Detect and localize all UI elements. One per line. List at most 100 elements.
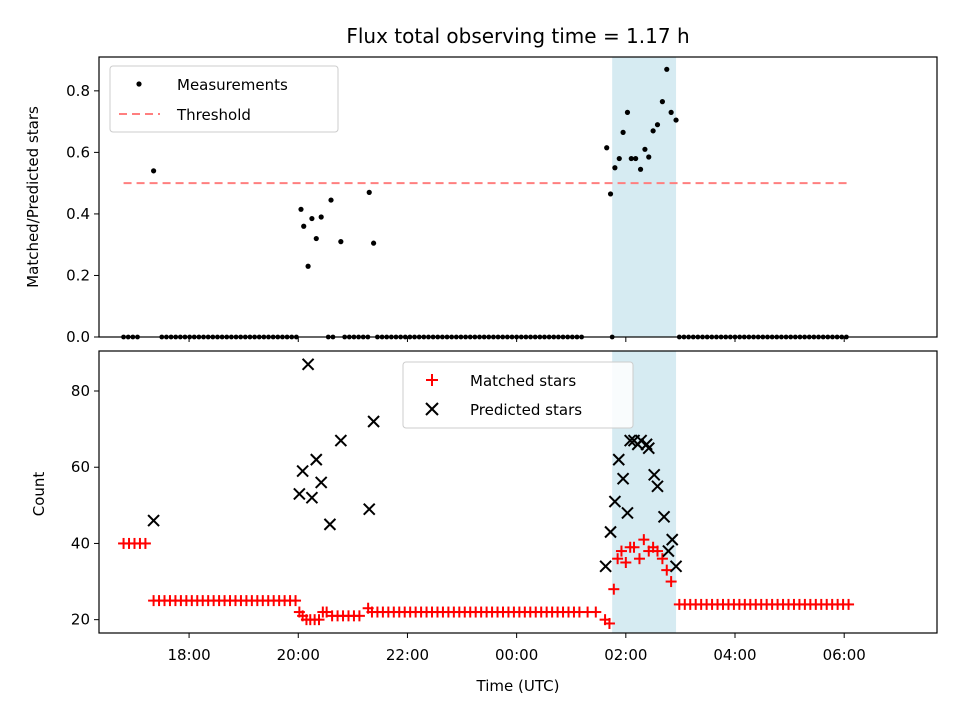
measurement-point (612, 165, 618, 171)
matched-star-point (362, 602, 374, 614)
measurement-point (328, 197, 334, 203)
x-axis-label: Time (UTC) (476, 677, 560, 695)
x-tick-label: 22:00 (386, 646, 429, 664)
predicted-star-point (662, 544, 675, 558)
matched-star-point (633, 553, 645, 565)
predicted-star-point (651, 480, 664, 493)
legend-matched: Matched stars (470, 372, 576, 390)
matched-star-point (603, 617, 615, 629)
measurement-point (604, 145, 610, 151)
x-tick-label: 04:00 (713, 646, 756, 664)
top-ytick-label: 0.0 (66, 328, 90, 346)
bottom-frame (98, 350, 938, 634)
bottom-ylabel: Count (30, 472, 48, 517)
top-ytick-label: 0.4 (66, 205, 90, 223)
measurement-point (637, 166, 644, 172)
x-tick-label: 18:00 (167, 646, 210, 664)
predicted-star-point (147, 514, 160, 527)
matched-star-point (313, 614, 325, 626)
measurement-point (309, 215, 315, 222)
bottom-legend: Matched stars Predicted stars (402, 361, 634, 429)
measurement-point (642, 146, 648, 152)
measurement-point (668, 109, 674, 115)
matched-star-point (353, 610, 365, 622)
matched-star-point (612, 553, 624, 565)
predicted-star-point (599, 560, 612, 573)
predicted-star-point (612, 453, 625, 466)
predicted-star-point (334, 434, 348, 447)
measurement-point (654, 122, 661, 128)
predicted-star-point (616, 472, 630, 485)
measurement-point (633, 155, 639, 162)
matched-star-point (321, 606, 333, 618)
top-legend: Measurements Threshold (109, 65, 339, 133)
predicted-star-point (301, 358, 315, 371)
matched-star-point (620, 557, 632, 568)
x-tick-label: 02:00 (604, 646, 647, 664)
bottom-panel: 20 40 60 80 Count Time (UTC) Matched stars … (30, 350, 938, 695)
measurements-legend-marker (136, 81, 142, 87)
measurement-point (313, 235, 319, 242)
measurement-point (298, 206, 304, 212)
predicted-star-point (604, 525, 617, 539)
top-panel: 0.00.20.40.60.8 Matched/Predicted stars … (24, 56, 938, 346)
measurement-point (616, 155, 622, 162)
top-ytick-label: 0.2 (66, 266, 90, 284)
predicted-star-point (293, 487, 306, 501)
measurement-point (150, 168, 157, 174)
bottom-ytick-label: 80 (71, 382, 90, 400)
predicted-star-point (621, 506, 634, 520)
matched-star-point (638, 534, 650, 546)
predicted-star-point (669, 560, 683, 573)
matched-star-point (665, 576, 677, 588)
measurement-point (673, 117, 679, 123)
predicted-star-point (657, 510, 671, 523)
matched-star-point (290, 595, 302, 607)
legend-threshold: Threshold (176, 106, 251, 124)
predicted-star-point (642, 441, 655, 455)
matched-star-point (656, 553, 668, 565)
bottom-ytick-label: 60 (71, 458, 90, 476)
predicted-star-point (648, 468, 661, 482)
top-ytick-label: 0.8 (66, 82, 90, 100)
x-tick-label: 20:00 (277, 646, 320, 664)
measurement-point (646, 154, 652, 160)
measurement-point (650, 128, 656, 134)
matched-star-point (651, 545, 663, 557)
predicted-star-point (666, 533, 679, 546)
matched-legend-marker (426, 374, 438, 386)
matched-star-point (139, 537, 151, 549)
matched-star-point (615, 545, 627, 557)
matched-star-point (608, 583, 620, 595)
predicted-star-point (314, 476, 328, 489)
measurement-point (620, 129, 626, 135)
predicted-star-point (310, 453, 323, 466)
matched-star-point (661, 564, 673, 576)
predicted-star-point (363, 502, 376, 516)
measurement-point (628, 155, 634, 162)
top-ylabel: Matched/Predicted stars (24, 106, 42, 288)
x-tick-label: 06:00 (823, 646, 866, 664)
matched-star-point (590, 606, 602, 618)
predicted-star-point (323, 518, 337, 531)
matched-star-point (628, 541, 640, 553)
measurement-point (366, 189, 372, 195)
predicted-star-point (296, 464, 309, 478)
bottom-ytick-label: 20 (71, 611, 90, 629)
top-observing-window (612, 57, 677, 337)
top-frame (98, 56, 938, 338)
predicted-star-point (367, 415, 380, 428)
predicted-star-point (305, 491, 319, 504)
measurement-point (664, 66, 670, 72)
measurement-point (607, 191, 614, 197)
predicted-star-point (608, 495, 622, 508)
measurement-point (318, 214, 324, 220)
x-tick-label: 00:00 (495, 646, 538, 664)
measurement-point (624, 109, 631, 115)
measurement-point (305, 263, 311, 269)
chart-title: Flux total observing time = 1.17 h (346, 24, 689, 48)
top-ytick-label: 0.6 (66, 143, 90, 161)
measurement-point (659, 99, 665, 105)
matched-star-point (843, 598, 855, 610)
